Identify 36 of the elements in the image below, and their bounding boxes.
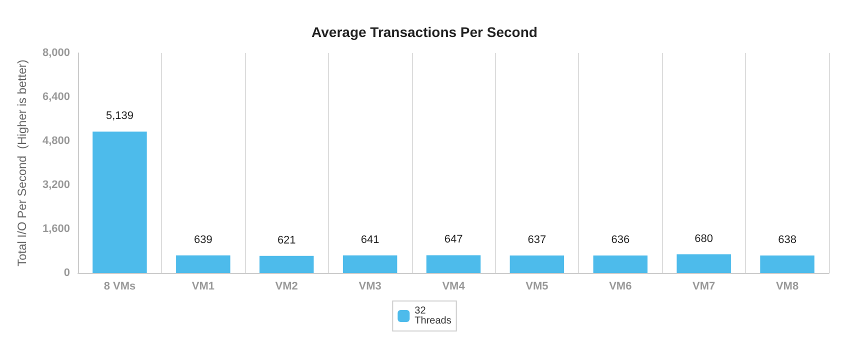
data-label: 621	[277, 234, 296, 246]
x-tick-label: VM4	[442, 280, 466, 292]
bar	[760, 255, 814, 273]
data-label: 637	[528, 234, 546, 246]
x-tick-label: VM1	[192, 280, 214, 292]
y-tick-label: 8,000	[42, 47, 70, 59]
x-tick-label: VM6	[609, 280, 632, 292]
bar	[676, 254, 731, 273]
data-label: 680	[694, 232, 714, 245]
x-tick-label: VM2	[275, 280, 298, 292]
data-label: 636	[611, 234, 630, 246]
bar	[593, 256, 648, 273]
x-tick-label: VM5	[526, 280, 548, 292]
y-tick-label: 1,600	[42, 223, 70, 235]
y-tick-label: 4,800	[42, 135, 70, 147]
chart-title: Average Transactions Per Second	[312, 24, 538, 40]
bar	[342, 255, 398, 273]
x-tick-label: VM8	[776, 280, 799, 292]
y-tick-label: 3,200	[42, 179, 70, 191]
y-tick-label: 6,400	[42, 91, 70, 103]
data-label: 638	[778, 234, 796, 246]
bar	[426, 255, 481, 273]
x-tick-label: 8 VMs	[104, 280, 136, 292]
data-label: 5,139	[106, 110, 134, 122]
data-label: 639	[194, 234, 212, 246]
bar	[176, 255, 230, 273]
data-label: 641	[360, 234, 380, 246]
bar	[259, 256, 314, 273]
x-tick-label: VM7	[692, 280, 716, 292]
x-tick-label: VM3	[358, 280, 382, 292]
y-axis-title: Total I/O Per Second (Higher is better)	[15, 60, 29, 266]
y-tick-label: 0	[64, 267, 70, 279]
bar	[92, 132, 147, 273]
bar	[510, 255, 564, 273]
data-label: 647	[444, 234, 463, 246]
legend-label: 32 Threads	[414, 306, 452, 326]
